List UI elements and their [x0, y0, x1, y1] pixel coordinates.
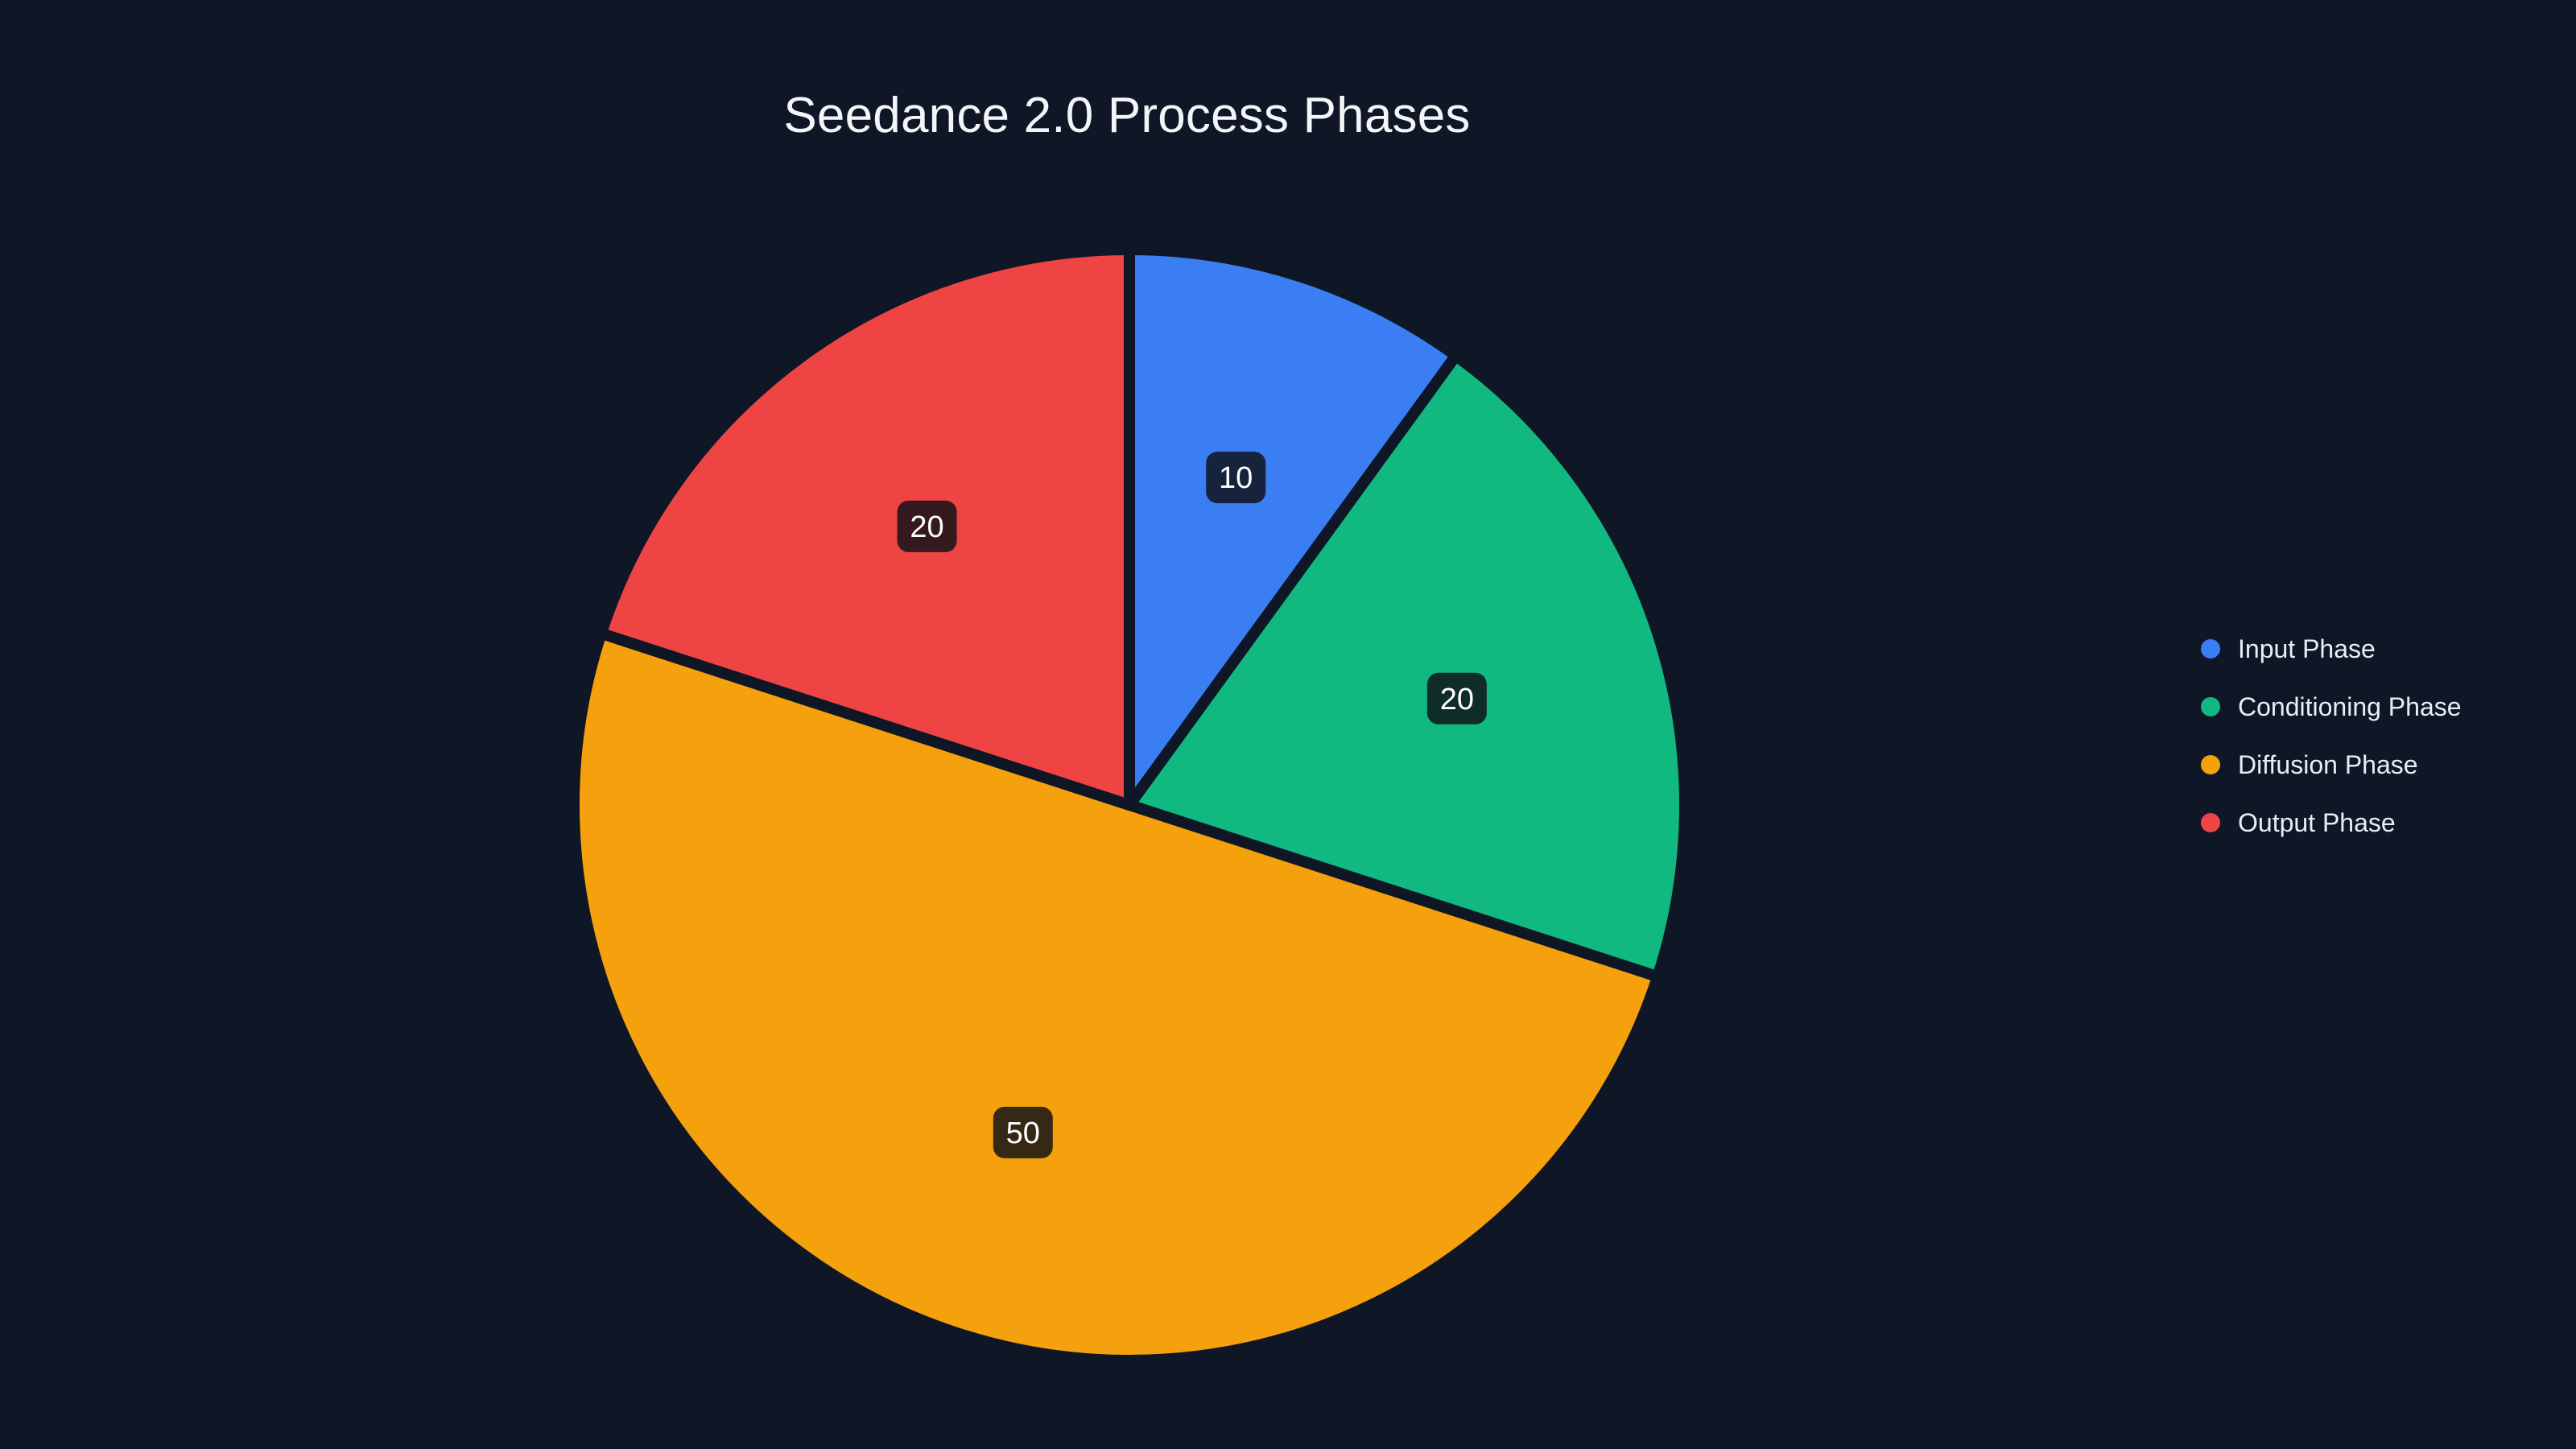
legend-item[interactable]: Output Phase	[2201, 794, 2539, 852]
legend-swatch-icon	[2201, 697, 2220, 716]
pie-slice-label-box	[993, 1106, 1053, 1158]
pie-slice[interactable]	[1124, 349, 1690, 983]
legend-item[interactable]: Conditioning Phase	[2201, 678, 2539, 736]
pie-labels-group: 10 20 50 20	[897, 452, 1487, 1158]
chart-title: Seedance 2.0 Process Phases	[783, 88, 1471, 143]
legend-item-label: Output Phase	[2238, 808, 2396, 837]
pie-slice-label: 20	[910, 510, 943, 544]
pie-slices-group	[568, 244, 1690, 1366]
legend-item[interactable]: Input Phase	[2201, 620, 2539, 678]
pie-slice-label: 20	[1440, 683, 1474, 716]
legend-item-label: Diffusion Phase	[2238, 750, 2418, 779]
pie-slice[interactable]	[595, 244, 1135, 811]
pie-slice[interactable]	[1124, 244, 1462, 811]
legend-swatch-icon	[2201, 813, 2220, 832]
legend-item-label: Input Phase	[2238, 634, 2376, 663]
pie-slice-label: 50	[1006, 1117, 1040, 1150]
legend-item[interactable]: Diffusion Phase	[2201, 736, 2539, 794]
legend-item-label: Conditioning Phase	[2238, 692, 2462, 721]
pie-slice-label: 10	[1219, 461, 1253, 495]
pie-slice-label-box	[1426, 672, 1487, 724]
pie-slice-label-box	[1206, 452, 1266, 504]
legend-swatch-icon	[2201, 639, 2220, 658]
chart-legend: Input Phase Conditioning Phase Diffusion P…	[2201, 620, 2539, 852]
pie-slice-label-box	[897, 500, 957, 552]
pie-slice[interactable]	[568, 627, 1664, 1366]
legend-swatch-icon	[2201, 755, 2220, 774]
